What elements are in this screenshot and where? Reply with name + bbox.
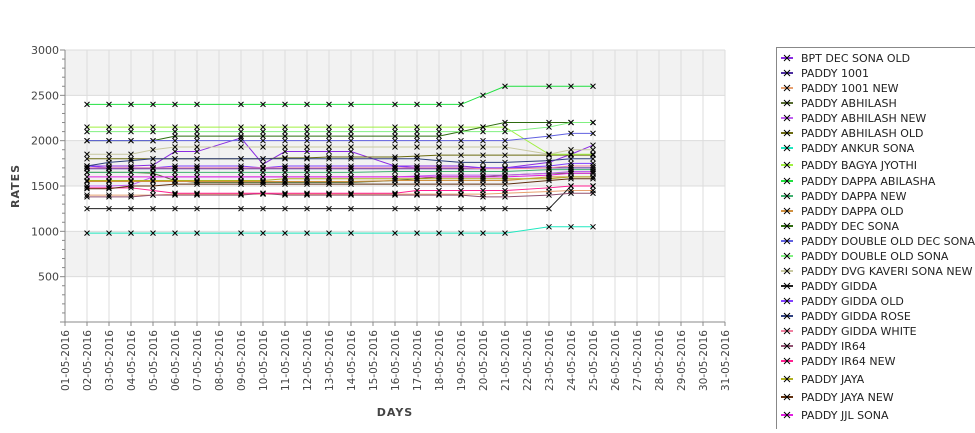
legend-label: PADDY GIDDA [801,280,878,293]
legend-label: PADDY ABHILASH NEW [801,112,926,125]
y-tick-label: 500 [38,271,59,284]
y-axis-label: RATES [9,164,22,208]
legend-label: PADDY GIDDA ROSE [801,310,911,323]
legend-label: PADDY GIDDA OLD [801,295,904,308]
legend-item: PADDY ANKUR SONA [781,142,915,155]
legend-item: PADDY BAGYA JYOTHI [781,159,917,172]
legend-label: PADDY 1001 [801,67,869,80]
legend-label: PADDY DEC SONA [801,220,899,233]
legend-label: PADDY DAPPA ABILASHA [801,175,936,188]
legend-label: PADDY IR64 [801,340,866,353]
x-tick-label: 14-05-2016 [346,330,358,391]
legend-label: PADDY DOUBLE OLD SONA [801,250,949,263]
x-tick-label: 29-05-2016 [676,330,688,391]
legend-label: PADDY JJL SONA [801,409,889,422]
legend-item: PADDY ABHILASH OLD [781,127,924,140]
x-tick-label: 08-05-2016 [214,330,226,391]
legend-label: PADDY ABHILASH [801,97,897,110]
x-tick-label: 28-05-2016 [654,330,666,391]
x-tick-label: 22-05-2016 [522,330,534,391]
x-tick-label: 13-05-2016 [324,330,336,391]
x-tick-label: 23-05-2016 [544,330,556,391]
legend-item: PADDY DOUBLE OLD DEC SONA [781,235,975,248]
legend-label: PADDY ANKUR SONA [801,142,915,155]
x-tick-label: 09-05-2016 [236,330,248,391]
x-tick-label: 18-05-2016 [434,330,446,391]
legend-item: PADDY GIDDA WHITE [781,325,917,338]
x-tick-label: 20-05-2016 [478,330,490,391]
x-tick-label: 02-05-2016 [82,330,94,391]
legend-label: PADDY DAPPA OLD [801,205,904,218]
x-tick-label: 21-05-2016 [500,330,512,391]
x-tick-label: 11-05-2016 [280,330,292,391]
x-axis-label: DAYS [377,406,413,419]
x-tick-label: 16-05-2016 [390,330,402,391]
y-tick-label: 3000 [31,44,59,57]
legend-label: BPT DEC SONA OLD [801,52,910,65]
x-tick-label: 06-05-2016 [170,330,182,391]
x-tick-label: 07-05-2016 [192,330,204,391]
legend-label: PADDY JAYA NEW [801,391,894,404]
x-tick-label: 05-05-2016 [148,330,160,391]
legend-label: PADDY DAPPA NEW [801,190,907,203]
legend-item: PADDY ABHILASH NEW [781,112,926,125]
legend-label: PADDY 1001 NEW [801,82,899,95]
x-tick-label: 17-05-2016 [412,330,424,391]
legend-label: PADDY DVG KAVERI SONA NEW [801,265,973,278]
legend-label: PADDY JAYA [801,373,865,386]
legend-label: PADDY GIDDA WHITE [801,325,917,338]
x-tick-label: 25-05-2016 [588,330,600,391]
y-tick-label: 2000 [31,135,59,148]
x-tick-label: 19-05-2016 [456,330,468,391]
legend-label: PADDY DOUBLE OLD DEC SONA [801,235,975,248]
legend-item: PADDY GIDDA ROSE [781,310,911,323]
x-tick-label: 01-05-2016 [60,330,72,391]
x-tick-label: 15-05-2016 [368,330,380,391]
legend-item: PADDY DAPPA ABILASHA [781,175,936,188]
y-tick-label: 1000 [31,225,59,238]
x-tick-label: 04-05-2016 [126,330,138,391]
x-tick-label: 24-05-2016 [566,330,578,391]
x-tick-label: 26-05-2016 [610,330,622,391]
x-tick-label: 31-05-2016 [720,330,732,391]
x-tick-label: 10-05-2016 [258,330,270,391]
legend-item: PADDY DVG KAVERI SONA NEW [781,265,973,278]
legend: BPT DEC SONA OLD PADDY 1001 PADDY 1001 NEW… [777,48,975,430]
x-tick-label: 27-05-2016 [632,330,644,391]
legend-item: PADDY DOUBLE OLD SONA [781,250,949,263]
legend-item: BPT DEC SONA OLD [781,52,910,65]
y-tick-label: 1500 [31,180,59,193]
x-tick-label: 03-05-2016 [104,330,116,391]
legend-label: PADDY BAGYA JYOTHI [801,159,917,172]
y-tick-label: 2500 [31,89,59,102]
x-tick-label: 30-05-2016 [698,330,710,391]
legend-label: PADDY ABHILASH OLD [801,127,924,140]
legend-label: PADDY IR64 NEW [801,355,896,368]
x-tick-label: 12-05-2016 [302,330,314,391]
